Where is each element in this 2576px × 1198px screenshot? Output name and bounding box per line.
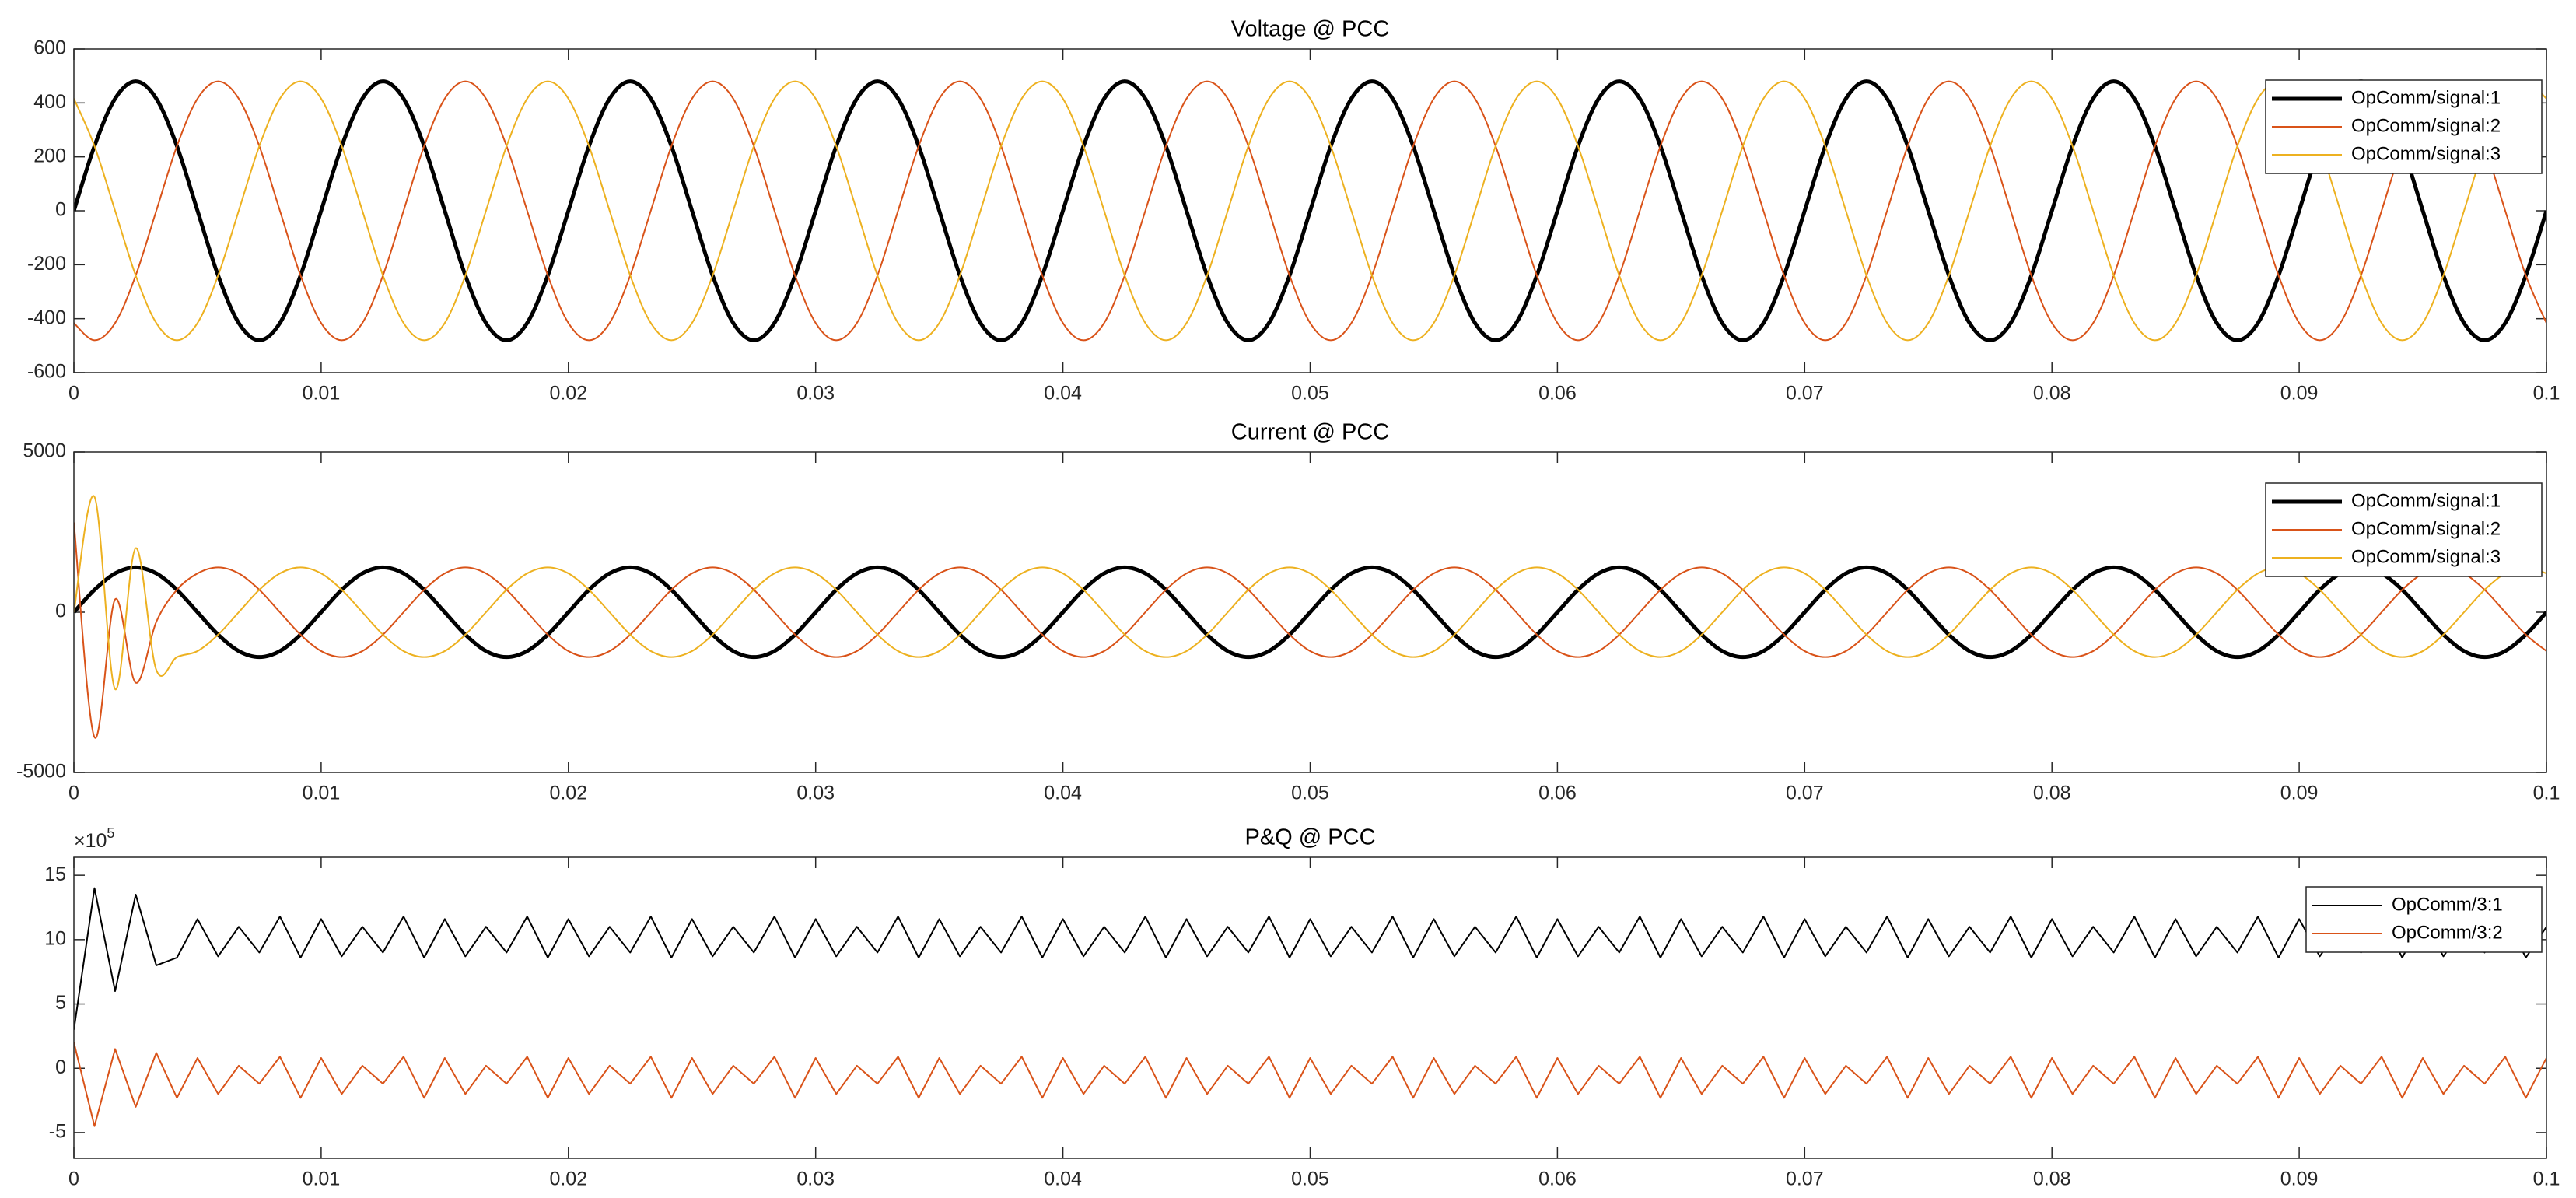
- y-tick-label: 600: [33, 37, 66, 59]
- chart-title: Current @ PCC: [1231, 420, 1389, 445]
- series-line: [74, 495, 2546, 690]
- y-tick-label: 15: [44, 863, 66, 885]
- chart-title: P&Q @ PCC: [1244, 825, 1375, 850]
- legend: OpComm/3:1 OpComm/3:2: [2305, 886, 2543, 953]
- legend-label: OpComm/signal:2: [2351, 518, 2501, 539]
- multiplier-base: ×10: [74, 830, 107, 852]
- y-tick-label: -400: [27, 307, 66, 328]
- y-tick-label: 200: [33, 145, 66, 166]
- series-line: [74, 565, 2546, 660]
- series-line: [74, 522, 2546, 739]
- legend-label: OpComm/3:1: [2392, 894, 2503, 915]
- x-tick-label: 0.1: [2533, 383, 2560, 405]
- y-multiplier: ×105: [74, 825, 114, 852]
- x-tick-label: 0: [68, 1168, 79, 1190]
- x-tick-label: 0.04: [1044, 783, 1082, 804]
- legend-label: OpComm/signal:3: [2351, 143, 2501, 164]
- series-line: [74, 79, 2546, 342]
- x-tick-label: 0.07: [1786, 1168, 1824, 1190]
- x-tick-label: 0.08: [2033, 383, 2071, 405]
- legend-box: [2305, 886, 2543, 953]
- legend-label: OpComm/signal:1: [2351, 87, 2501, 108]
- axes-frame: [73, 856, 2547, 1159]
- legend-label: OpComm/3:2: [2392, 922, 2503, 943]
- x-tick-label: 0.06: [1538, 783, 1577, 804]
- y-tick-label: 400: [33, 91, 66, 113]
- y-tick-label: 5: [55, 992, 66, 1014]
- legend: OpComm/signal:1 OpComm/signal:2 OpComm/sig…: [2265, 482, 2543, 577]
- multiplier-exponent: 5: [107, 825, 114, 841]
- x-tick-label: 0.05: [1291, 383, 1329, 405]
- series-line: [74, 80, 2546, 342]
- x-tick-label: 0.1: [2533, 783, 2560, 804]
- series-line: [74, 1042, 2546, 1127]
- x-tick-label: 0.09: [2280, 383, 2319, 405]
- x-tick-label: 0.03: [796, 1168, 835, 1190]
- x-tick-label: 0.05: [1291, 1168, 1329, 1190]
- y-tick-label: -5000: [16, 761, 66, 783]
- x-tick-label: 0.06: [1538, 383, 1577, 405]
- x-tick-label: 0.1: [2533, 1168, 2560, 1190]
- x-tick-label: 0.04: [1044, 1168, 1082, 1190]
- legend-label: OpComm/signal:2: [2351, 115, 2501, 136]
- x-tick-label: 0.05: [1291, 783, 1329, 804]
- y-tick-label: -600: [27, 361, 66, 383]
- x-tick-label: 0.02: [549, 1168, 587, 1190]
- x-tick-label: 0.01: [303, 1168, 341, 1190]
- y-tick-label: -200: [27, 253, 66, 275]
- legend-label: OpComm/signal:1: [2351, 490, 2501, 511]
- x-tick-label: 0: [68, 783, 79, 804]
- x-tick-label: 0.01: [303, 383, 341, 405]
- y-tick-label: 0: [55, 601, 66, 622]
- axes-frame: [73, 451, 2547, 773]
- x-tick-label: 0.09: [2280, 1168, 2319, 1190]
- series-line: [74, 887, 2546, 1030]
- x-tick-label: 0.04: [1044, 383, 1082, 405]
- axes-background: [74, 857, 2546, 1158]
- x-tick-label: 0.08: [2033, 1168, 2071, 1190]
- x-tick-label: 0.02: [549, 383, 587, 405]
- y-tick-label: 0: [55, 1056, 66, 1078]
- x-tick-label: 0.08: [2033, 783, 2071, 804]
- legend: OpComm/signal:1 OpComm/signal:2 OpComm/sig…: [2265, 79, 2543, 174]
- y-tick-label: 0: [55, 199, 66, 221]
- axes-frame: [73, 48, 2547, 373]
- x-tick-label: 0.01: [303, 783, 341, 804]
- subplot: Current @ PCC 0 0.01 0.02 0.03 0.04 0.05 0.06 0.…: [16, 420, 2560, 804]
- series-line: [74, 80, 2546, 342]
- x-tick-label: 0.06: [1538, 1168, 1577, 1190]
- y-tick-label: 5000: [23, 440, 66, 462]
- legend-label: OpComm/signal:3: [2351, 546, 2501, 567]
- subplot: Voltage @ PCC 0 0.01 0.02 0.03 0.04 0.05 0.06 0.…: [27, 17, 2560, 405]
- x-tick-label: 0.09: [2280, 783, 2319, 804]
- y-tick-label: 10: [44, 927, 66, 949]
- x-tick-label: 0.03: [796, 783, 835, 804]
- x-tick-label: 0: [68, 383, 79, 405]
- x-tick-label: 0.07: [1786, 383, 1824, 405]
- x-tick-label: 0.07: [1786, 783, 1824, 804]
- subplot: P&Q @ PCC 0 0.01 0.02 0.03 0.04 0.05 0.06 0.07 0.…: [44, 825, 2560, 1190]
- chart-title: Voltage @ PCC: [1231, 17, 1390, 42]
- x-tick-label: 0.02: [549, 783, 587, 804]
- y-tick-label: -5: [49, 1121, 66, 1143]
- x-tick-label: 0.03: [796, 383, 835, 405]
